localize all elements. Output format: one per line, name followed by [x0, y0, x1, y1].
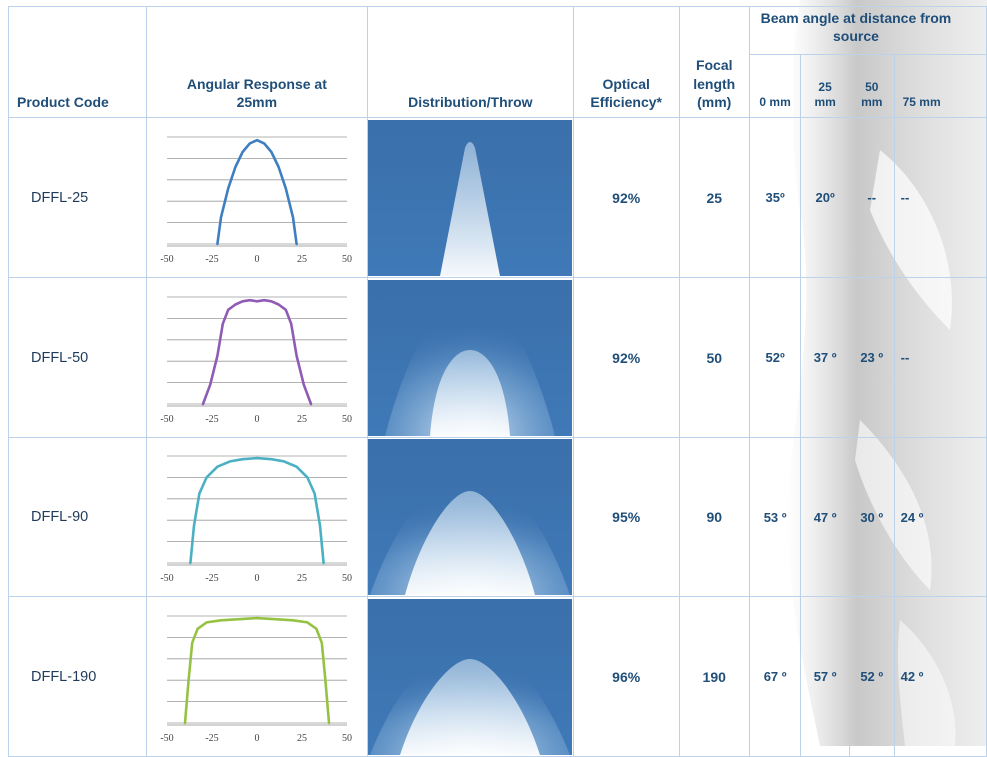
- chart-tick-label: 0: [254, 414, 259, 425]
- header-distance-25: 25 mm: [801, 55, 850, 118]
- angular-response-chart: -50 -25 0 25 50: [147, 438, 367, 596]
- angular-response-chart-cell: -50 -25 0 25 50: [146, 118, 367, 278]
- angular-response-series-line: [217, 140, 296, 244]
- chart-tick-label: 50: [342, 414, 352, 425]
- distribution-throw-image: [367, 278, 573, 438]
- angular-response-series-line: [185, 618, 329, 723]
- product-table: Product Code Angular Response at 25mm Di…: [8, 6, 987, 757]
- beam-angle-value: 37 º: [801, 278, 850, 438]
- beam-angle-value: 67 º: [749, 597, 800, 757]
- angular-response-chart-cell: -50 -25 0 25 50: [146, 597, 367, 757]
- chart-tick-label: -25: [205, 414, 218, 425]
- beam-angle-value: 24 º: [894, 438, 986, 597]
- focal-length-value: 50: [679, 278, 749, 438]
- beam-angle-value: 23 º: [849, 278, 894, 438]
- header-angular-response: Angular Response at 25mm: [146, 7, 367, 118]
- angular-response-chart: -50 -25 0 25 50: [147, 119, 367, 277]
- distribution-throw-image: [367, 597, 573, 757]
- optical-efficiency-value: 95%: [573, 438, 679, 597]
- beam-angle-value: --: [894, 278, 986, 438]
- header-focal-length: Focal length (mm): [679, 7, 749, 118]
- chart-tick-label: 50: [342, 733, 352, 744]
- product-code: DFFL-50: [9, 278, 147, 438]
- header-optical-efficiency: Optical Efficiency*: [573, 7, 679, 118]
- beam-angle-value: 35º: [749, 118, 800, 278]
- chart-tick-label: 0: [254, 254, 259, 265]
- focal-length-value: 90: [679, 438, 749, 597]
- distribution-throw-image: [367, 438, 573, 597]
- throw-visual: [368, 120, 572, 276]
- throw-visual: [368, 280, 572, 436]
- header-distribution: Distribution/Throw: [367, 7, 573, 118]
- header-beam-angle: Beam angle at distance from source: [749, 7, 986, 55]
- focal-length-value: 190: [679, 597, 749, 757]
- chart-tick-label: 25: [297, 414, 307, 425]
- chart-tick-label: -50: [160, 414, 173, 425]
- optical-efficiency-value: 92%: [573, 118, 679, 278]
- angular-response-chart-cell: -50 -25 0 25 50: [146, 438, 367, 597]
- distribution-throw-image: [367, 118, 573, 278]
- chart-tick-label: 0: [254, 733, 259, 744]
- optical-efficiency-value: 96%: [573, 597, 679, 757]
- angular-response-chart: -50 -25 0 25 50: [147, 279, 367, 437]
- optical-efficiency-value: 92%: [573, 278, 679, 438]
- throw-visual: [368, 439, 572, 595]
- header-product-code: Product Code: [9, 7, 147, 118]
- beam-angle-value: 52º: [749, 278, 800, 438]
- header-distance-0: 0 mm: [749, 55, 800, 118]
- chart-tick-label: -25: [205, 254, 218, 265]
- chart-tick-label: -25: [205, 573, 218, 584]
- product-code: DFFL-90: [9, 438, 147, 597]
- chart-tick-label: 25: [297, 254, 307, 265]
- beam-angle-value: 57 º: [801, 597, 850, 757]
- focal-length-value: 25: [679, 118, 749, 278]
- chart-tick-label: 50: [342, 573, 352, 584]
- throw-visual: [368, 599, 572, 755]
- chart-tick-label: -50: [160, 573, 173, 584]
- chart-tick-label: -50: [160, 254, 173, 265]
- beam-angle-value: 47 º: [801, 438, 850, 597]
- product-code: DFFL-190: [9, 597, 147, 757]
- chart-tick-label: -50: [160, 733, 173, 744]
- header-distance-75: 75 mm: [894, 55, 986, 118]
- angular-response-chart: -50 -25 0 25 50: [147, 598, 367, 756]
- angular-response-series-line: [190, 458, 323, 563]
- angular-response-series-line: [203, 300, 311, 404]
- beam-angle-value: 20º: [801, 118, 850, 278]
- chart-tick-label: 0: [254, 573, 259, 584]
- chart-tick-label: 25: [297, 573, 307, 584]
- beam-angle-value: --: [894, 118, 986, 278]
- chart-tick-label: -25: [205, 733, 218, 744]
- beam-angle-value: 30 º: [849, 438, 894, 597]
- beam-angle-value: 42 º: [894, 597, 986, 757]
- product-code: DFFL-25: [9, 118, 147, 278]
- angular-response-chart-cell: -50 -25 0 25 50: [146, 278, 367, 438]
- chart-tick-label: 50: [342, 254, 352, 265]
- beam-angle-value: 53 º: [749, 438, 800, 597]
- chart-tick-label: 25: [297, 733, 307, 744]
- header-distance-50: 50 mm: [849, 55, 894, 118]
- beam-angle-value: 52 º: [849, 597, 894, 757]
- beam-angle-value: --: [849, 118, 894, 278]
